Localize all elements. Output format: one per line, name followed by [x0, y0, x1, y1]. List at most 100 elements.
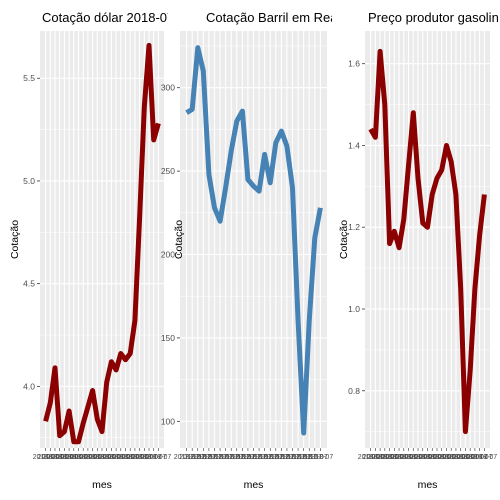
x-tick-label: 2018-07 — [246, 454, 272, 461]
x-tick-label: 2018-07 — [202, 454, 228, 461]
series-line — [185, 45, 323, 436]
x-tick-label: 2018-07 — [377, 454, 403, 461]
x-tick-label: 2018-07 — [358, 454, 384, 461]
x-tick-label: 2018-07 — [257, 454, 283, 461]
x-tick-label: 2018-07 — [424, 454, 450, 461]
x-tick-label: 2018-07 — [207, 454, 233, 461]
series-line — [43, 42, 161, 445]
x-tick-label: 2018-07 — [419, 454, 445, 461]
x-tick-label: 2018-07 — [99, 454, 125, 461]
x-tick-label: 2018-07 — [467, 454, 493, 461]
x-tick-label: 2018-07 — [224, 454, 250, 461]
x-tick-label: 2018-07 — [37, 454, 63, 461]
x-tick-label: 2018-07 — [386, 454, 412, 461]
x-tick-label: 2018-07 — [190, 454, 216, 461]
x-tick-label: 2018-07 — [61, 454, 87, 461]
x-tick-label: 2018-07 — [33, 454, 59, 461]
x-axis-title: mes — [92, 479, 112, 491]
y-tick-label: 200 — [161, 250, 175, 260]
x-tick-label: 2018-07 — [52, 454, 78, 461]
dollar-chart: 4.04.55.05.52018-072018-072018-072018-07… — [9, 10, 174, 491]
y-tick-label: 150 — [161, 333, 175, 343]
y-tick-label: 1.4 — [348, 140, 360, 150]
x-tick-label: 2018-07 — [230, 454, 256, 461]
y-tick-label: 5.5 — [23, 73, 35, 83]
x-tick-label: 2018-07 — [381, 454, 407, 461]
x-tick-label: 2018-07 — [308, 454, 334, 461]
x-tick-label: 2018-07 — [263, 454, 289, 461]
x-tick-label: 2018-07 — [453, 454, 479, 461]
y-tick-label: 1.6 — [348, 59, 360, 69]
x-tick-label: 2018-07 — [448, 454, 474, 461]
y-tick-label: 4.0 — [23, 381, 35, 391]
x-tick-label: 2018-07 — [127, 454, 153, 461]
x-tick-label: 2018-07 — [296, 454, 322, 461]
x-tick-label: 2018-07 — [241, 454, 267, 461]
x-tick-label: 2018-07 — [457, 454, 483, 461]
x-tick-label: 2018-07 — [113, 454, 139, 461]
barrel-chart: 1001502002503002018-072018-072018-072018… — [161, 10, 347, 491]
chart-title: Cotação Barril em Reais — [206, 10, 347, 25]
x-tick-label: 2018-07 — [274, 454, 300, 461]
x-tick-label: 2018-07 — [94, 454, 120, 461]
x-tick-label: 2018-07 — [56, 454, 82, 461]
chart-title: Preço produtor gasolina — [368, 10, 500, 25]
x-tick-label: 2018-07 — [285, 454, 311, 461]
x-tick-label: 2018-07 — [47, 454, 73, 461]
y-tick-label: 1.2 — [348, 222, 360, 232]
x-tick-label: 2018-07 — [185, 454, 211, 461]
x-axis-title: mes — [244, 479, 264, 491]
y-tick-label: 4.5 — [23, 279, 35, 289]
y-tick-label: 5.0 — [23, 176, 35, 186]
x-tick-label: 2018-07 — [396, 454, 422, 461]
x-tick-label: 2018-07 — [405, 454, 431, 461]
x-tick-label: 2018-07 — [438, 454, 464, 461]
x-tick-label: 2018-07 — [415, 454, 441, 461]
x-tick-label: 2018-07 — [146, 454, 172, 461]
x-tick-label: 2018-07 — [117, 454, 143, 461]
x-tick-label: 2018-07 — [372, 454, 398, 461]
x-tick-label: 2018-07 — [280, 454, 306, 461]
x-tick-label: 2018-07 — [400, 454, 426, 461]
x-tick-label: 2018-07 — [391, 454, 417, 461]
y-tick-label: 0.8 — [348, 386, 360, 396]
x-tick-label: 2018-07 — [89, 454, 115, 461]
x-tick-label: 2018-07 — [252, 454, 278, 461]
x-tick-label: 2018-07 — [75, 454, 101, 461]
x-tick-label: 2018-07 — [136, 454, 162, 461]
x-tick-label: 2018-07 — [291, 454, 317, 461]
x-axis-title: mes — [418, 479, 438, 491]
x-tick-label: 2018-07 — [66, 454, 92, 461]
x-tick-label: 2018-07 — [443, 454, 469, 461]
x-tick-label: 2018-07 — [235, 454, 261, 461]
x-tick-label: 2018-07 — [122, 454, 148, 461]
y-axis-title: Cotação — [173, 220, 185, 259]
x-tick-label: 2018-07 — [103, 454, 129, 461]
x-tick-label: 2018-07 — [141, 454, 167, 461]
x-tick-label: 2018-07 — [367, 454, 393, 461]
x-tick-label: 2018-07 — [213, 454, 239, 461]
y-tick-label: 1.0 — [348, 304, 360, 314]
x-tick-label: 2018-07 — [434, 454, 460, 461]
x-tick-label: 2018-07 — [108, 454, 134, 461]
x-tick-label: 2018-07 — [179, 454, 205, 461]
x-tick-label: 2018-07 — [70, 454, 96, 461]
x-tick-label: 2018-07 — [462, 454, 488, 461]
x-tick-label: 2018-07 — [174, 454, 200, 461]
y-tick-label: 100 — [161, 416, 175, 426]
y-axis-title: Cotação — [338, 220, 350, 259]
x-tick-label: 2018-07 — [269, 454, 295, 461]
x-tick-label: 2018-07 — [131, 454, 157, 461]
x-tick-label: 2018-07 — [429, 454, 455, 461]
y-tick-label: 250 — [161, 166, 175, 176]
y-tick-label: 300 — [161, 83, 175, 93]
x-tick-label: 2018-07 — [302, 454, 328, 461]
gasoline-chart: 0.81.01.21.41.62018-072018-072018-072018… — [338, 10, 500, 491]
y-axis-title: Cotação — [9, 220, 21, 259]
x-tick-label: 2018-07 — [84, 454, 110, 461]
chart-title: Cotação dólar 2018-07 — [42, 10, 174, 25]
x-tick-label: 2018-07 — [363, 454, 389, 461]
x-tick-label: 2018-07 — [472, 454, 498, 461]
x-tick-label: 2018-07 — [80, 454, 106, 461]
